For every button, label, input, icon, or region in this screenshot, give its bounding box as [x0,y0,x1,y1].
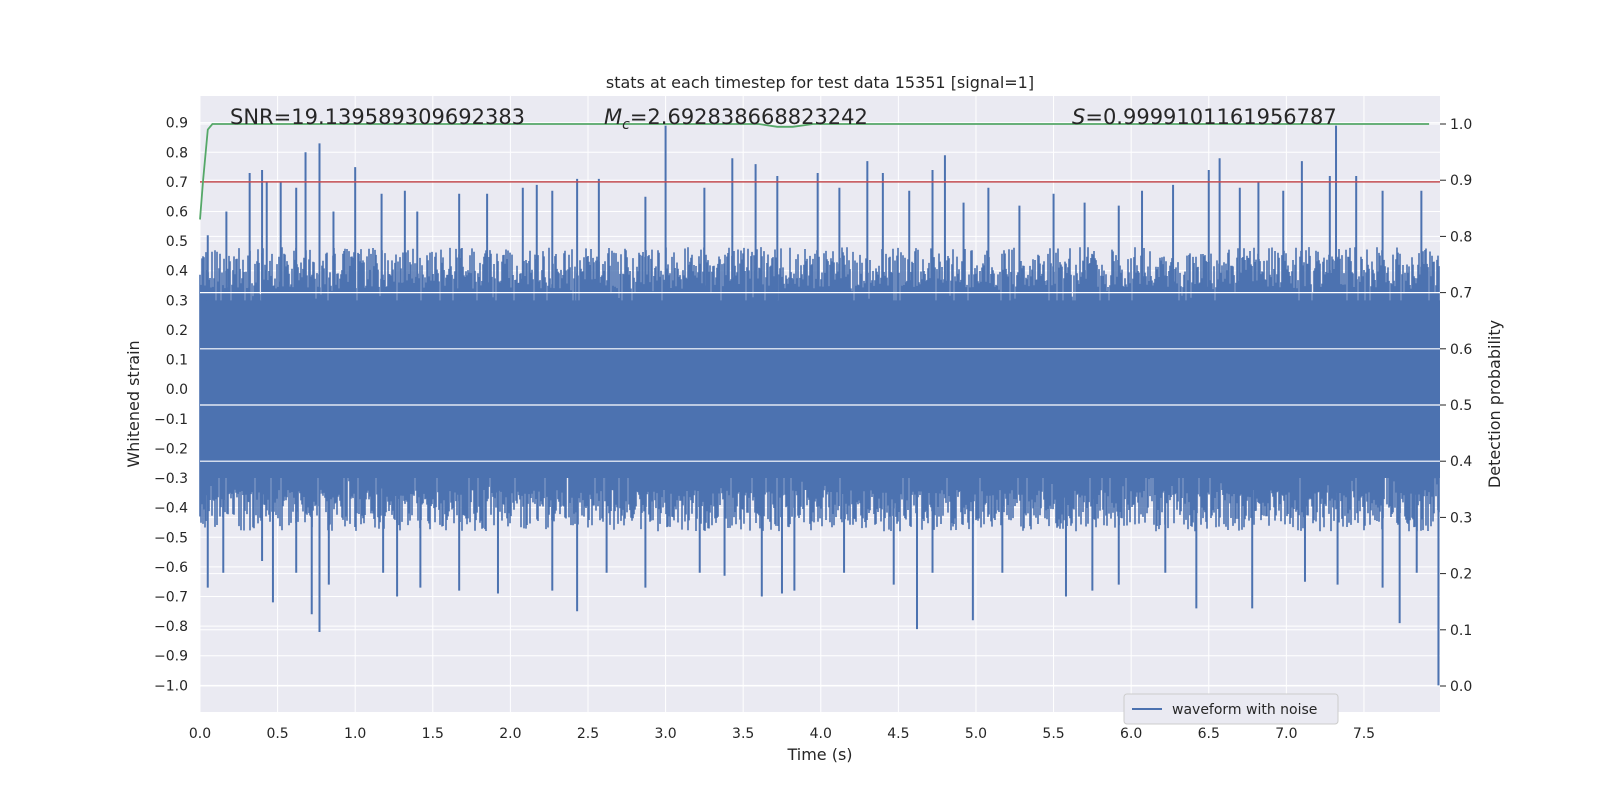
probability-line [199,123,1430,220]
y-right-tick-label: 0.6 [1450,342,1472,358]
y-right-tick-label: 0.1 [1450,623,1472,639]
snr-annotation: SNR=19.139589309692383 [230,105,525,129]
x-tick-label: 3.5 [732,726,754,742]
legend: waveform with noise [1123,693,1339,725]
mc-annotation: Mc=2.692838668823242 [604,105,868,133]
y-left-tick-label: 0.7 [166,175,188,191]
y-right-tick-label: 0.5 [1450,398,1472,414]
s-value: =0.9999101161956787 [1085,105,1336,129]
y-right-tick-label: 1.0 [1450,117,1472,133]
y-left-tick-label: −1.0 [154,678,188,694]
y-left-tick-label: 0.6 [166,205,188,221]
y-axis-right: 1.0 0.9 0.8 0.7 0.6 0.5 0.4 0.3 0.2 0.1 0.0 [1440,117,1472,695]
x-tick-label: 4.5 [887,726,909,742]
y-left-tick-label: −0.3 [154,471,188,487]
y-right-tick-label: 0.7 [1450,286,1472,302]
x-tick-label: 1.0 [344,726,366,742]
y-axis-left-label: Whitened strain [124,340,143,467]
y-right-tick-label: 0.2 [1450,567,1472,583]
y-left-tick-label: 0.9 [166,116,188,132]
probability-series [199,123,1430,220]
waveform-core-band [200,300,1440,479]
y-left-tick-label: 0.1 [166,353,188,369]
x-tick-label: 5.0 [965,726,987,742]
y-left-tick-label: 0.4 [166,264,188,280]
chart-title: stats at each timestep for test data 153… [606,73,1034,92]
y-axis-left: 0.9 0.8 0.7 0.6 0.5 0.4 0.3 0.2 0.1 0.0 −0.1 −0.2 −0… [154,116,188,695]
x-tick-label: 3.0 [654,726,676,742]
y-right-tick-label: 0.9 [1450,173,1472,189]
y-left-tick-label: 0.0 [166,382,188,398]
y-left-tick-label: −0.9 [154,649,188,665]
y-left-tick-label: 0.3 [166,293,188,309]
y-right-tick-label: 0.3 [1450,510,1472,526]
mc-value: =2.692838668823242 [630,105,868,129]
x-tick-label: 0.5 [266,726,288,742]
legend-label: waveform with noise [1172,702,1317,718]
s-symbol: S [1072,105,1085,129]
x-tick-label: 4.0 [810,726,832,742]
y-axis-right-label: Detection probability [1485,320,1504,488]
x-axis: 0.0 0.5 1.0 1.5 2.0 2.5 3.0 3.5 4.0 4.5 5.0 5.5 6.0 6… [189,726,1375,742]
y-left-tick-label: −0.4 [154,501,188,517]
y-left-tick-label: 0.8 [166,145,188,161]
waveform-series [199,125,1440,686]
x-tick-label: 7.0 [1275,726,1297,742]
y-left-tick-label: −0.8 [154,619,188,635]
y-right-tick-label: 0.0 [1450,679,1472,695]
mc-subscript: c [622,117,630,133]
x-tick-label: 6.5 [1198,726,1220,742]
x-tick-label: 5.5 [1042,726,1064,742]
y-right-tick-label: 0.4 [1450,454,1472,470]
mc-symbol: M [604,105,622,129]
y-left-tick-label: 0.2 [166,323,188,339]
y-left-tick-label: −0.5 [154,530,188,546]
y-left-tick-label: −0.6 [154,560,188,576]
x-tick-label: 0.0 [189,726,211,742]
y-left-tick-label: −0.2 [154,441,188,457]
x-axis-label: Time (s) [786,745,852,764]
x-tick-label: 1.5 [422,726,444,742]
legend-box [1123,693,1339,725]
x-tick-label: 7.5 [1353,726,1375,742]
x-tick-label: 2.0 [499,726,521,742]
x-tick-label: 6.0 [1120,726,1142,742]
s-annotation: S=0.9999101161956787 [1072,105,1337,129]
x-tick-label: 2.5 [577,726,599,742]
y-right-tick-label: 0.8 [1450,229,1472,245]
y-left-tick-label: 0.5 [166,234,188,250]
y-left-tick-label: −0.1 [154,412,188,428]
y-left-tick-label: −0.7 [154,590,188,606]
